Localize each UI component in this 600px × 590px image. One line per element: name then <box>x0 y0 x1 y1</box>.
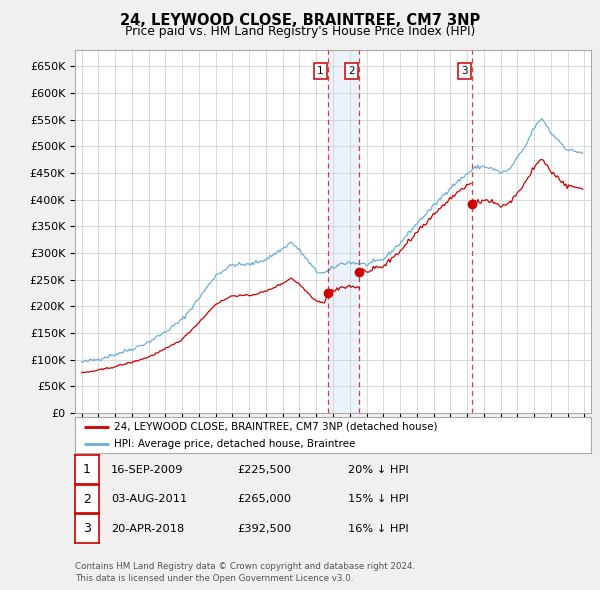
Text: 2: 2 <box>83 493 91 506</box>
Text: 15% ↓ HPI: 15% ↓ HPI <box>348 494 409 504</box>
Text: £392,500: £392,500 <box>237 524 291 533</box>
Text: 3: 3 <box>83 522 91 535</box>
Text: £225,500: £225,500 <box>237 465 291 474</box>
Text: Contains HM Land Registry data © Crown copyright and database right 2024.
This d: Contains HM Land Registry data © Crown c… <box>75 562 415 583</box>
Text: 03-AUG-2011: 03-AUG-2011 <box>111 494 187 504</box>
Text: £265,000: £265,000 <box>237 494 291 504</box>
Text: 20-APR-2018: 20-APR-2018 <box>111 524 184 533</box>
Text: 3: 3 <box>461 66 468 76</box>
Text: 16-SEP-2009: 16-SEP-2009 <box>111 465 184 474</box>
Text: 16% ↓ HPI: 16% ↓ HPI <box>348 524 409 533</box>
Text: 24, LEYWOOD CLOSE, BRAINTREE, CM7 3NP (detached house): 24, LEYWOOD CLOSE, BRAINTREE, CM7 3NP (d… <box>114 422 437 432</box>
Text: Price paid vs. HM Land Registry's House Price Index (HPI): Price paid vs. HM Land Registry's House … <box>125 25 475 38</box>
Text: HPI: Average price, detached house, Braintree: HPI: Average price, detached house, Brai… <box>114 439 355 449</box>
Text: 20% ↓ HPI: 20% ↓ HPI <box>348 465 409 474</box>
Text: 2: 2 <box>349 66 355 76</box>
Text: 24, LEYWOOD CLOSE, BRAINTREE, CM7 3NP: 24, LEYWOOD CLOSE, BRAINTREE, CM7 3NP <box>120 13 480 28</box>
Bar <box>328 50 359 413</box>
Text: 1: 1 <box>83 463 91 476</box>
Text: 1: 1 <box>317 66 324 76</box>
